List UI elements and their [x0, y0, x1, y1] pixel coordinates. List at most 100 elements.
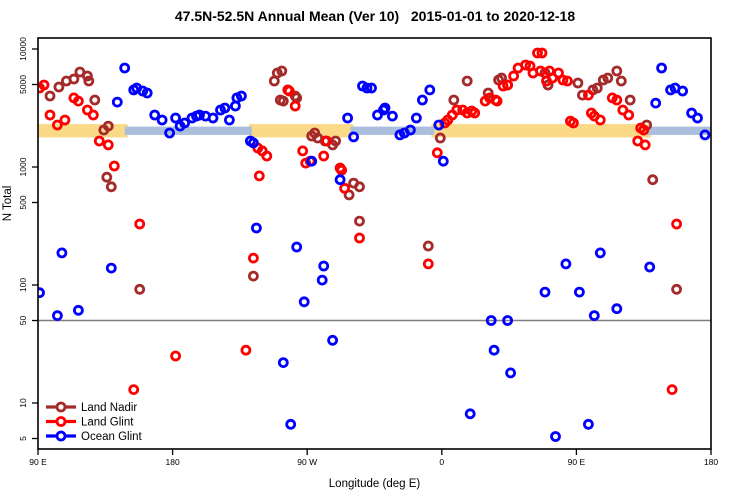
data-point — [416, 94, 428, 106]
data-point — [354, 215, 365, 227]
data-point — [170, 112, 182, 124]
data-point — [240, 344, 252, 356]
data-point — [336, 164, 348, 176]
data-point — [89, 94, 101, 106]
data-point — [671, 283, 682, 295]
data-point — [354, 232, 365, 244]
data-point — [461, 75, 473, 87]
data-point — [87, 109, 99, 121]
data-point — [366, 82, 377, 94]
data-point — [615, 75, 627, 87]
land-band-segment — [248, 124, 354, 138]
data-point — [562, 75, 573, 87]
legend-item-land-glint: Land Glint — [46, 416, 134, 429]
data-point — [557, 74, 569, 86]
data-point — [379, 102, 391, 114]
data-point — [321, 135, 333, 147]
x-tick-label: 90 E — [29, 457, 47, 467]
data-point — [276, 65, 288, 77]
data-point — [207, 112, 219, 124]
data-point — [235, 90, 247, 102]
data-point — [568, 117, 579, 129]
data-point — [491, 95, 503, 107]
data-point — [283, 85, 295, 97]
data-point — [111, 96, 123, 108]
data-point — [38, 287, 45, 299]
data-point — [594, 114, 606, 126]
data-point — [134, 218, 146, 230]
data-point — [93, 135, 105, 147]
data-point — [247, 252, 259, 264]
data-point — [671, 218, 682, 230]
data-point — [342, 112, 354, 124]
data-point — [156, 114, 168, 126]
data-point — [59, 114, 71, 126]
data-point — [253, 170, 265, 182]
data-point — [624, 94, 636, 106]
data-point — [404, 124, 416, 136]
data-point — [102, 120, 114, 132]
data-point — [316, 274, 328, 286]
data-point — [291, 241, 303, 253]
data-point — [574, 286, 585, 298]
data-point — [289, 100, 301, 112]
legend-item-land-nadir: Land Nadir — [46, 401, 137, 414]
data-point — [56, 247, 68, 259]
series-land-nadir — [44, 65, 682, 295]
data-point — [247, 137, 259, 149]
data-point — [291, 92, 303, 104]
data-point — [105, 262, 117, 274]
data-point — [508, 70, 519, 82]
data-point — [433, 119, 445, 131]
data-point — [83, 75, 95, 87]
data-point — [386, 110, 398, 122]
land-band-segment — [38, 124, 128, 138]
latitude-bands — [38, 124, 711, 138]
data-point — [334, 174, 346, 186]
y-tick-label: 500 — [18, 195, 28, 209]
legend-label: Ocean Glint — [81, 431, 143, 443]
legend-label: Land Nadir — [81, 402, 137, 414]
data-point — [583, 418, 594, 430]
data-point — [119, 62, 131, 74]
legend-marker-icon — [55, 430, 67, 442]
data-point — [101, 171, 113, 183]
data-point — [52, 119, 63, 131]
data-point — [424, 84, 436, 96]
data-point — [448, 94, 460, 106]
data-point — [318, 150, 330, 162]
data-point — [485, 315, 497, 326]
data-point — [268, 75, 280, 87]
data-point — [434, 132, 446, 144]
data-point — [306, 155, 318, 167]
data-point — [572, 77, 584, 89]
x-tick-label: 0 — [439, 457, 444, 467]
data-point — [699, 129, 711, 141]
ocean-band-segment — [124, 126, 252, 135]
series-ocean-glint — [38, 62, 711, 442]
x-tick-label: 180 — [704, 457, 718, 467]
data-point — [102, 139, 114, 151]
data-point — [583, 89, 594, 101]
data-point — [141, 87, 153, 99]
data-point — [285, 418, 297, 430]
data-point — [82, 70, 93, 82]
data-point — [68, 73, 80, 85]
data-point — [361, 82, 373, 94]
data-point — [223, 114, 235, 126]
data-point — [644, 261, 656, 273]
data-point — [623, 109, 635, 121]
data-point — [539, 286, 551, 298]
x-axis-title: Longitude (deg E) — [329, 478, 421, 490]
data-point — [577, 89, 588, 101]
data-point — [134, 283, 146, 295]
ocean-band-segment — [646, 126, 711, 135]
x-tick-label: 90 E — [568, 457, 586, 467]
data-point — [128, 384, 140, 396]
data-point — [611, 65, 623, 77]
data-point — [656, 62, 667, 74]
data-point — [354, 181, 365, 193]
legend-marker-icon — [55, 416, 67, 427]
data-point — [170, 350, 182, 362]
data-point — [179, 117, 191, 129]
